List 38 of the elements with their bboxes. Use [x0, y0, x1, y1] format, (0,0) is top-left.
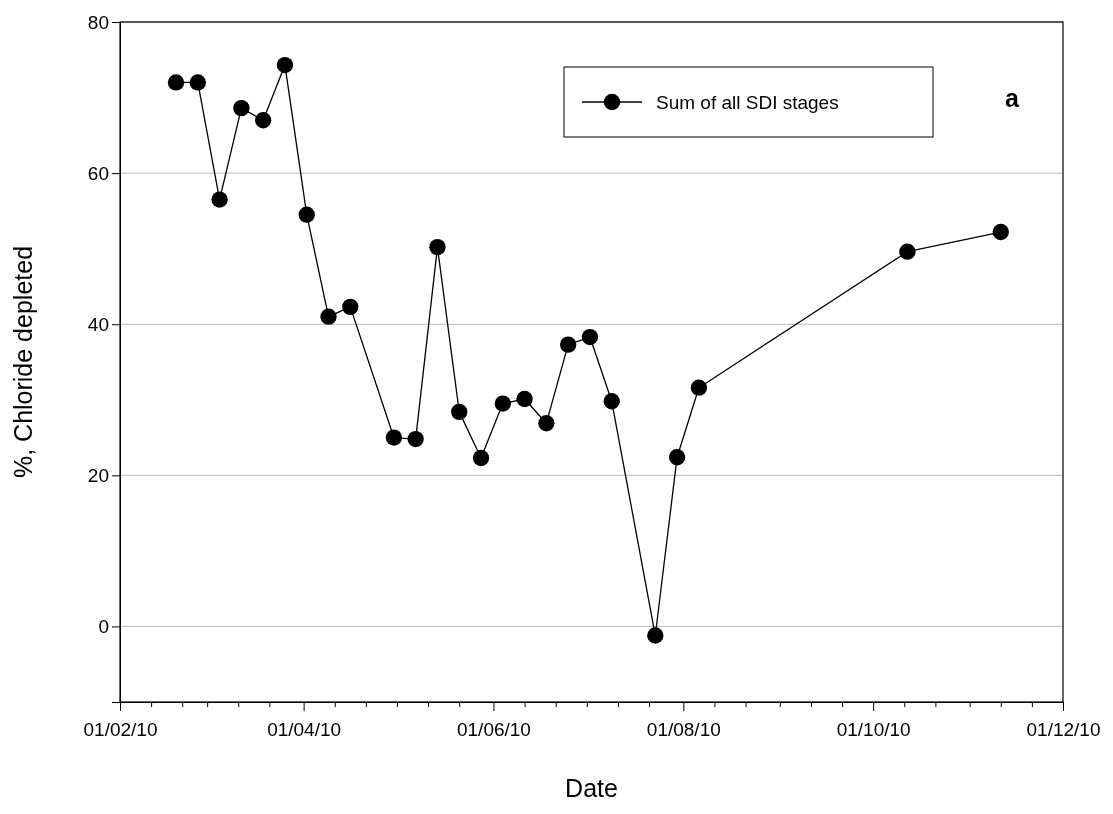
y-tick-label: 40	[87, 313, 109, 335]
point	[385, 429, 403, 446]
y-tick-label: 0	[98, 616, 109, 638]
y-tick-label: 20	[87, 464, 109, 486]
x-tick-label: 01/02/10	[83, 718, 158, 740]
x-tick-label: 01/08/10	[646, 718, 721, 740]
point	[320, 308, 337, 325]
x-tick-label: 01/04/10	[267, 718, 342, 740]
point	[472, 449, 490, 467]
y-tick-label: 60	[87, 162, 109, 184]
point	[254, 112, 272, 129]
point	[559, 336, 577, 353]
point	[603, 393, 620, 410]
point	[516, 390, 533, 408]
point	[451, 403, 468, 421]
legend-label: Sum of all SDI stages	[656, 91, 839, 113]
x-tick-label: 01/06/10	[456, 718, 531, 740]
point	[494, 395, 511, 412]
y-tick-label: 80	[87, 11, 109, 33]
point	[899, 243, 916, 260]
x-axis-title: Date	[565, 774, 618, 802]
point	[429, 239, 446, 256]
point	[407, 430, 424, 448]
point	[298, 206, 315, 223]
point	[211, 191, 228, 208]
point	[668, 449, 686, 466]
annotation: a	[1005, 84, 1020, 112]
point	[690, 379, 708, 396]
x-tick-label: 01/12/10	[1026, 718, 1101, 740]
point	[647, 627, 664, 644]
point	[538, 415, 555, 432]
point	[581, 328, 599, 346]
point	[276, 56, 294, 74]
y-axis-title: %, Chloride depleted	[9, 245, 37, 479]
x-tick-label: 01/10/10	[836, 718, 911, 740]
point	[992, 223, 1009, 241]
point	[233, 99, 250, 117]
point	[342, 298, 359, 315]
